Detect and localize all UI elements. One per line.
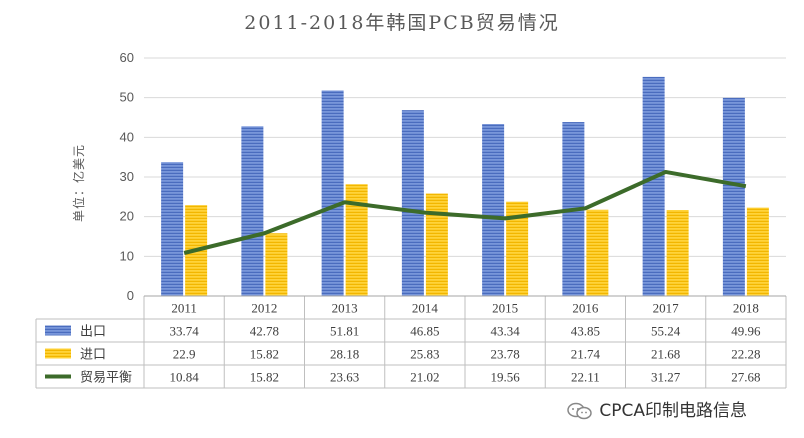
data-label: 42.78 <box>250 324 279 339</box>
data-label: 51.81 <box>330 324 359 339</box>
data-label: 15.82 <box>250 370 279 385</box>
y-tick-label: 0 <box>127 288 134 303</box>
wechat-icon <box>566 402 594 420</box>
x-tick-label: 2015 <box>492 301 518 316</box>
y-tick-label: 10 <box>120 248 134 263</box>
bar-出口-2013 <box>321 90 344 296</box>
watermark-text: CPCA印制电路信息 <box>599 401 748 421</box>
legend-key-出口 <box>45 325 71 336</box>
data-label: 10.84 <box>170 370 200 385</box>
legend-key-进口 <box>45 348 71 359</box>
line-贸易平衡 <box>183 169 747 255</box>
y-tick-label: 20 <box>120 209 134 224</box>
bar-进口-2017 <box>666 210 689 296</box>
data-label: 28.18 <box>330 347 359 362</box>
y-tick-label: 40 <box>120 129 134 144</box>
data-label: 23.63 <box>330 370 359 385</box>
bar-出口-2011 <box>161 162 184 296</box>
bar-出口-2015 <box>482 124 505 297</box>
data-label: 22.28 <box>731 347 760 362</box>
data-label: 55.24 <box>651 324 681 339</box>
x-tick-label: 2012 <box>251 301 277 316</box>
legend-label: 出口 <box>80 325 106 340</box>
balance-line <box>183 169 747 255</box>
bar-进口-2016 <box>586 209 609 296</box>
bar-进口-2018 <box>746 207 769 296</box>
data-label: 19.56 <box>491 370 521 385</box>
x-tick-label: 2013 <box>332 301 358 316</box>
data-label: 46.85 <box>410 324 439 339</box>
y-tick-label: 50 <box>120 90 134 105</box>
x-tick-label: 2017 <box>653 301 680 316</box>
bar-进口-2012 <box>265 233 288 296</box>
data-label: 23.78 <box>491 347 520 362</box>
y-tick-label: 60 <box>120 50 134 65</box>
data-table: 2011 2012 2013 2014 2015 2016 2017 2018 出口 33.74 4… <box>35 295 787 389</box>
legend-label: 进口 <box>80 348 106 363</box>
data-label: 21.02 <box>410 370 439 385</box>
bar-进口-2015 <box>506 201 529 296</box>
data-label: 27.68 <box>731 370 760 385</box>
y-tick-label: 30 <box>120 169 134 184</box>
watermark: CPCA印制电路信息 <box>566 396 747 421</box>
bar-出口-2018 <box>722 97 745 296</box>
bar-进口-2013 <box>345 184 368 296</box>
chart-title: 2011-2018年韩国PCB贸易情况 <box>244 12 560 34</box>
data-label: 43.85 <box>571 324 600 339</box>
data-label: 15.82 <box>250 347 279 362</box>
bars <box>161 76 769 297</box>
bar-进口-2014 <box>425 193 448 296</box>
x-tick-label: 2016 <box>572 301 599 316</box>
x-tick-label: 2014 <box>412 301 439 316</box>
data-label: 43.34 <box>491 324 521 339</box>
x-tick-label: 2018 <box>733 301 759 316</box>
data-label: 21.68 <box>651 347 680 362</box>
data-label: 22.11 <box>571 370 600 385</box>
data-label: 22.9 <box>173 347 196 362</box>
y-tick-labels: 0 10 20 30 40 50 60 <box>120 50 134 303</box>
bar-出口-2017 <box>642 76 665 296</box>
bar-出口-2012 <box>241 126 264 296</box>
data-label: 33.74 <box>170 324 200 339</box>
data-label: 25.83 <box>410 347 439 362</box>
legend-label: 贸易平衡 <box>80 371 132 386</box>
data-label: 31.27 <box>651 370 681 385</box>
x-tick-label: 2011 <box>171 301 197 316</box>
data-label: 49.96 <box>731 324 761 339</box>
bar-出口-2014 <box>401 110 424 296</box>
data-label: 21.74 <box>571 347 601 362</box>
